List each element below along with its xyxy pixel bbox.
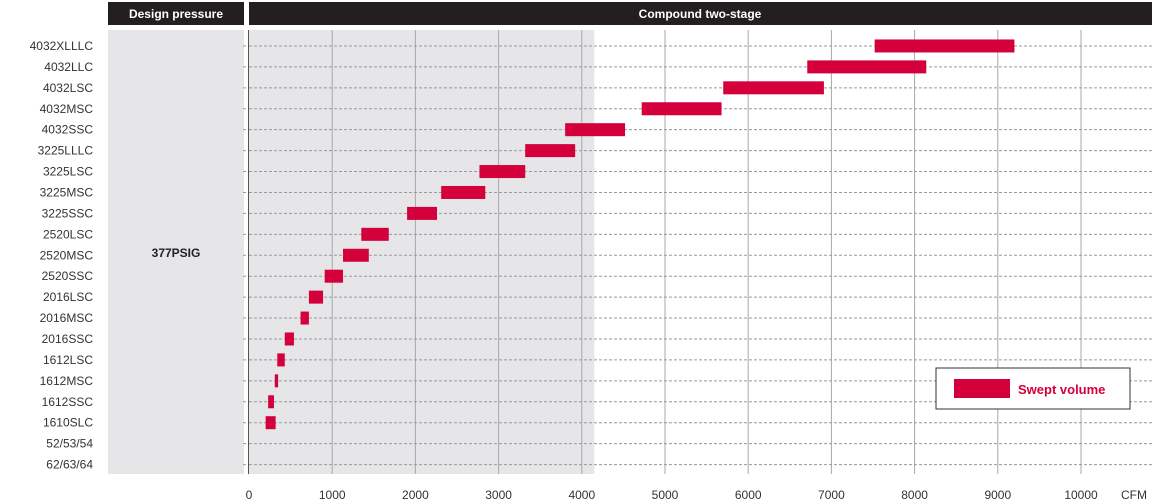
x-tick-label: 3000 [485, 488, 512, 502]
category-label: 1610SLC [43, 416, 93, 430]
category-label: 2016MSC [40, 311, 94, 325]
category-label: 1612SSC [42, 395, 94, 409]
category-label: 4032SSC [42, 123, 94, 137]
swept-volume-bar [807, 60, 927, 74]
category-label: 2520LSC [43, 227, 93, 241]
x-tick-label: 6000 [735, 488, 762, 502]
swept-volume-bar [277, 353, 285, 367]
x-tick-label: 8000 [901, 488, 928, 502]
swept-volume-bar [479, 165, 526, 179]
x-tick-label: 2000 [402, 488, 429, 502]
legend: Swept volume [935, 367, 1131, 410]
x-tick-label: 5000 [652, 488, 679, 502]
swept-volume-bar [284, 332, 294, 346]
swept-volume-bar [441, 185, 486, 199]
shaded-region [249, 30, 595, 474]
x-unit-label: CFM [1121, 488, 1147, 502]
swept-volume-bar [525, 144, 576, 158]
compound-two-stage-header-label: Compound two-stage [639, 7, 762, 21]
category-label: 2520MSC [40, 248, 94, 262]
x-tick-label: 10000 [1064, 488, 1098, 502]
swept-volume-bar [274, 374, 279, 388]
category-label: 2016LSC [43, 290, 93, 304]
design-pressure-header [108, 2, 244, 25]
swept-volume-bar [324, 269, 344, 283]
swept-volume-bar [343, 248, 369, 262]
swept-volume-bar [641, 102, 722, 116]
swept-volume-bar [268, 395, 274, 409]
swept-volume-bar [407, 206, 438, 220]
category-label: 52/53/54 [46, 437, 93, 451]
x-tick-label: 0 [246, 488, 253, 502]
compound-two-stage-header [249, 2, 1152, 25]
x-tick-label: 1000 [319, 488, 346, 502]
swept-volume-bar [874, 39, 1015, 53]
swept-volume-bar [308, 290, 324, 304]
swept-volume-bar [300, 311, 309, 325]
swept-volume-bar [361, 227, 389, 241]
category-label: 4032MSC [40, 102, 94, 116]
design-pressure-band [108, 30, 244, 474]
category-label: 3225MSC [40, 185, 94, 199]
design-pressure-header-label: Design pressure [129, 7, 223, 21]
category-label: 3225LSC [43, 165, 93, 179]
category-label: 4032XLLLC [30, 39, 94, 53]
category-label: 4032LLC [44, 60, 93, 74]
legend-label: Swept volume [1018, 382, 1105, 397]
design-pressure-band-label: 377PSIG [152, 246, 201, 260]
category-label: 2520SSC [42, 269, 94, 283]
swept-volume-bar [265, 416, 276, 430]
swept-volume-bar [565, 123, 626, 137]
swept-volume-bar [723, 81, 824, 95]
legend-swatch [954, 379, 1010, 398]
category-label: 2016SSC [42, 332, 94, 346]
category-label: 1612MSC [40, 374, 94, 388]
category-label: 1612LSC [43, 353, 93, 367]
category-label: 4032LSC [43, 81, 93, 95]
category-label: 62/63/64 [46, 458, 93, 472]
category-label: 3225LLLC [38, 144, 94, 158]
category-label: 3225SSC [42, 206, 94, 220]
x-tick-label: 4000 [568, 488, 595, 502]
x-tick-label: 7000 [818, 488, 845, 502]
x-tick-label: 9000 [984, 488, 1011, 502]
